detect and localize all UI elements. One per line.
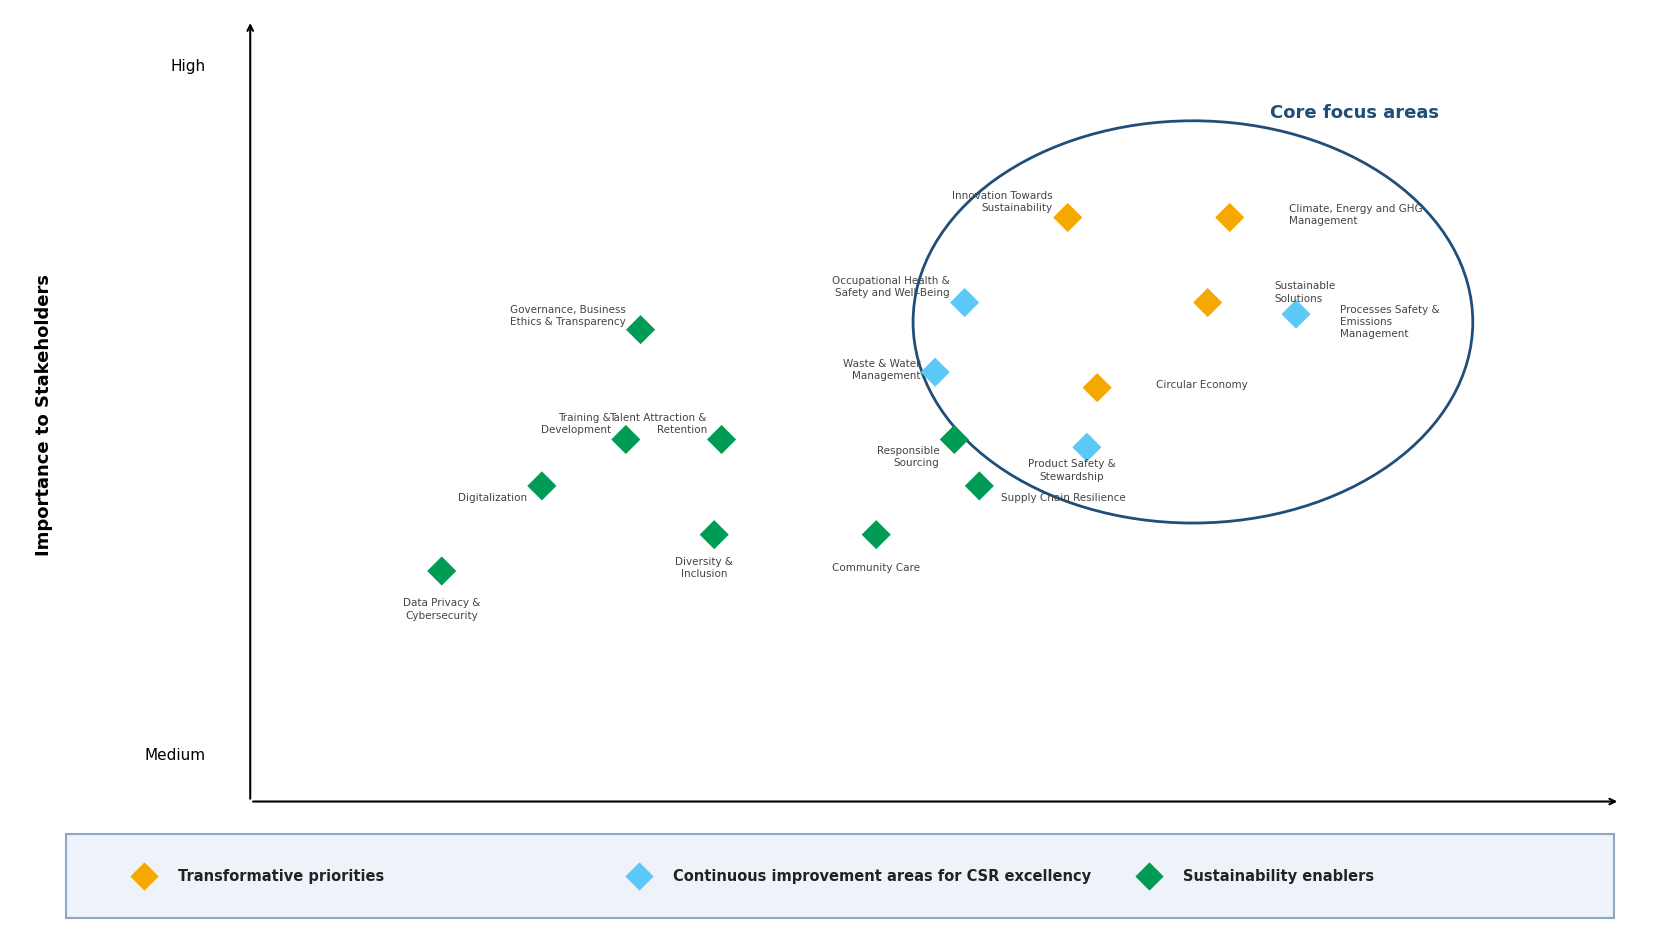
Text: Product Safety &
Stewardship: Product Safety & Stewardship [1028, 459, 1115, 482]
Text: Community Care: Community Care [832, 563, 920, 573]
Point [626, 869, 652, 884]
Point [1074, 440, 1101, 455]
Point [967, 478, 993, 493]
Text: Digitalization: Digitalization [458, 493, 528, 503]
Text: Continuous improvement areas for CSR excellency: Continuous improvement areas for CSR exc… [674, 869, 1091, 884]
Text: Transformative priorities: Transformative priorities [177, 869, 384, 884]
Point [952, 295, 978, 310]
Point [528, 478, 554, 493]
Point [1216, 210, 1243, 225]
Text: Diversity &
Inclusion: Diversity & Inclusion [675, 556, 733, 579]
Text: Supply Chain Resilience: Supply Chain Resilience [1001, 493, 1125, 503]
Point [627, 322, 654, 337]
Point [702, 528, 728, 542]
Text: Innovation Towards
Sustainability: Innovation Towards Sustainability [952, 191, 1053, 213]
Point [1054, 210, 1081, 225]
Text: Training &
Development: Training & Development [541, 413, 611, 435]
Point [612, 432, 639, 447]
Point [1135, 869, 1162, 884]
Text: Waste & Water
Management: Waste & Water Management [842, 359, 920, 381]
Point [708, 432, 735, 447]
Text: High: High [170, 59, 207, 75]
Point [1084, 380, 1111, 395]
Text: Medium: Medium [146, 747, 207, 762]
Text: Impact of Arkema on society: Impact of Arkema on society [783, 895, 1072, 912]
Point [429, 564, 455, 579]
Text: Core focus areas: Core focus areas [1271, 104, 1440, 122]
Text: Sustainable
Solutions: Sustainable Solutions [1274, 281, 1336, 304]
Text: Processes Safety &
Emissions
Management: Processes Safety & Emissions Management [1341, 305, 1440, 339]
Text: Sustainability enablers: Sustainability enablers [1183, 869, 1375, 884]
Text: High: High [1559, 848, 1594, 863]
Text: Medium: Medium [220, 848, 281, 863]
Point [922, 364, 948, 379]
Text: Data Privacy &
Cybersecurity: Data Privacy & Cybersecurity [404, 598, 480, 621]
Text: Importance to Stakeholders: Importance to Stakeholders [35, 274, 53, 555]
Text: Responsible
Sourcing: Responsible Sourcing [877, 446, 940, 469]
Text: Climate, Energy and GHG
Management: Climate, Energy and GHG Management [1289, 204, 1422, 226]
Text: Talent Attraction &
Retention: Talent Attraction & Retention [609, 413, 707, 435]
Point [862, 528, 889, 542]
Point [942, 432, 968, 447]
Point [1283, 307, 1309, 322]
Point [131, 869, 157, 884]
Point [1195, 295, 1221, 310]
Text: Circular Economy: Circular Economy [1157, 380, 1248, 391]
Text: Governance, Business
Ethics & Transparency: Governance, Business Ethics & Transparen… [510, 305, 626, 327]
Text: Occupational Health &
Safety and Well-Being: Occupational Health & Safety and Well-Be… [832, 276, 950, 298]
